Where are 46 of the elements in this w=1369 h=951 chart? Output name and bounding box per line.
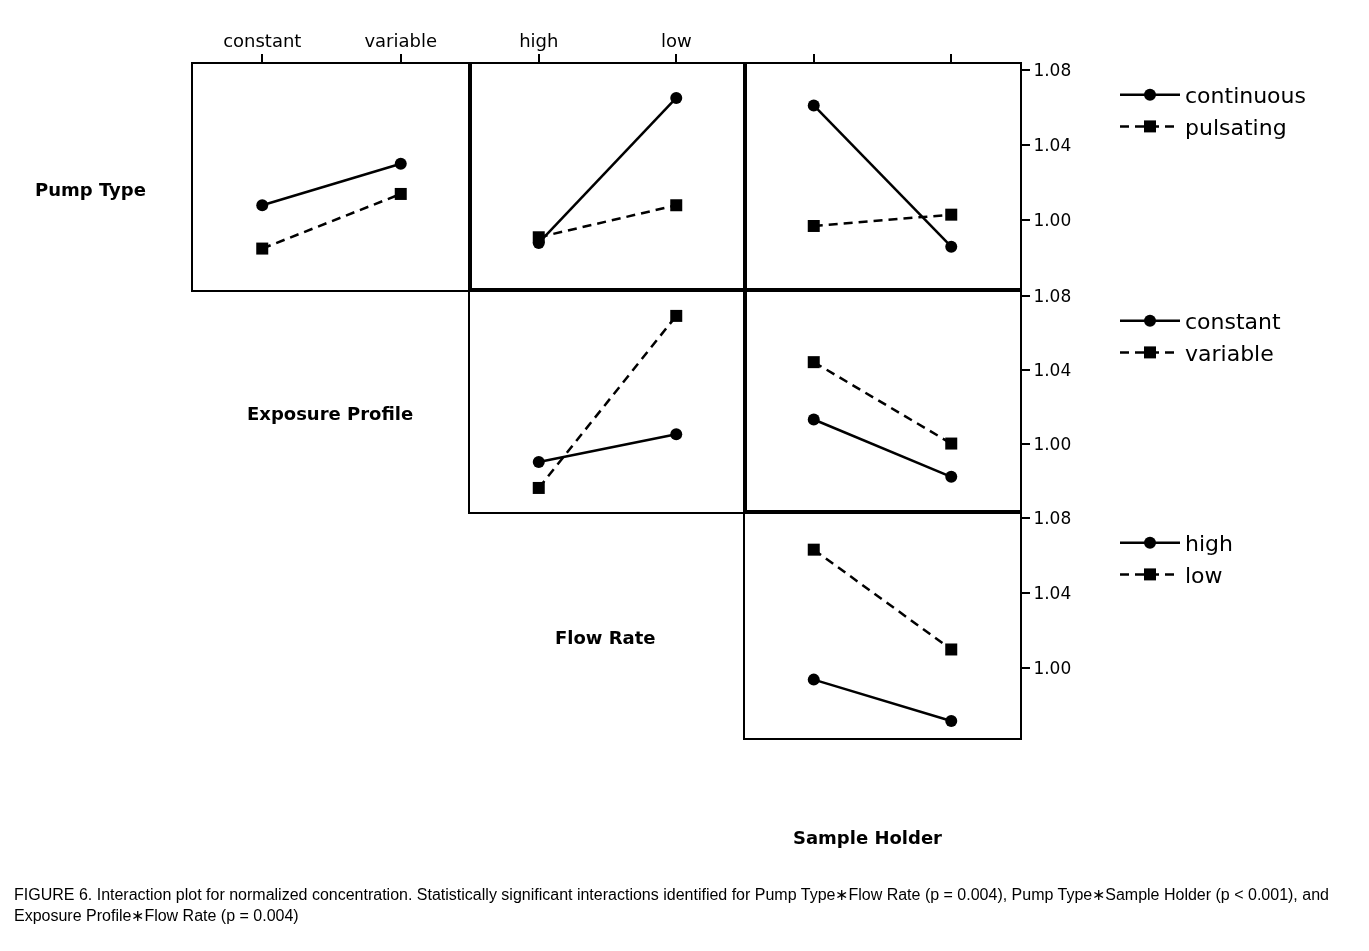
x-tick-label: high bbox=[519, 29, 559, 51]
point bbox=[532, 456, 545, 469]
y-tick-label: 1.04 bbox=[1033, 134, 1072, 155]
point bbox=[256, 199, 269, 212]
y-axis-title: Exposure Profile bbox=[247, 403, 414, 424]
point bbox=[670, 91, 683, 104]
legend-label: continuous bbox=[1185, 83, 1306, 109]
x-tick-label: low bbox=[660, 29, 692, 51]
point bbox=[807, 99, 820, 112]
point bbox=[394, 157, 407, 170]
point bbox=[256, 242, 269, 255]
y-tick-label: 1.08 bbox=[1033, 285, 1072, 306]
y-axis-title: Pump Type bbox=[35, 179, 146, 200]
x-tick-label: variable bbox=[364, 29, 438, 51]
point bbox=[807, 219, 820, 232]
legend-label: high bbox=[1185, 531, 1233, 557]
point bbox=[394, 187, 407, 200]
point bbox=[670, 428, 683, 441]
y-tick-label: 1.00 bbox=[1033, 210, 1072, 231]
y-tick-label: 1.08 bbox=[1033, 507, 1072, 528]
legend-label: variable bbox=[1185, 340, 1274, 366]
legend-label: low bbox=[1185, 562, 1223, 588]
point bbox=[670, 199, 683, 212]
x-tick-label: constant bbox=[223, 29, 302, 51]
point bbox=[807, 543, 820, 556]
point bbox=[945, 240, 958, 253]
point bbox=[945, 437, 958, 450]
point bbox=[807, 356, 820, 369]
legend-label: pulsating bbox=[1185, 114, 1287, 140]
y-axis-title: Flow Rate bbox=[555, 627, 656, 648]
point bbox=[945, 470, 958, 483]
point bbox=[945, 715, 958, 728]
point bbox=[532, 481, 545, 494]
y-tick-label: 1.00 bbox=[1033, 658, 1072, 679]
point bbox=[807, 413, 820, 426]
legend-label: constant bbox=[1185, 309, 1282, 335]
y-tick-label: 1.08 bbox=[1033, 59, 1072, 80]
point bbox=[945, 643, 958, 656]
caption: FIGURE 6. Interaction plot for normalized concentration. Statistically significant interactions identified for Pump Type∗Flow Rate (p = 0.004), Pump Type∗Sample Holder (p < 0.001), and Exposure Profile∗Flow Rate (p = 0.004) bbox=[14, 885, 1330, 926]
x-axis-title: Sample Holder bbox=[793, 827, 943, 848]
point bbox=[670, 309, 683, 322]
point bbox=[945, 208, 958, 221]
y-tick-label: 1.00 bbox=[1033, 433, 1072, 454]
y-tick-label: 1.04 bbox=[1033, 359, 1072, 380]
point bbox=[807, 673, 820, 686]
y-tick-label: 1.04 bbox=[1033, 582, 1072, 603]
